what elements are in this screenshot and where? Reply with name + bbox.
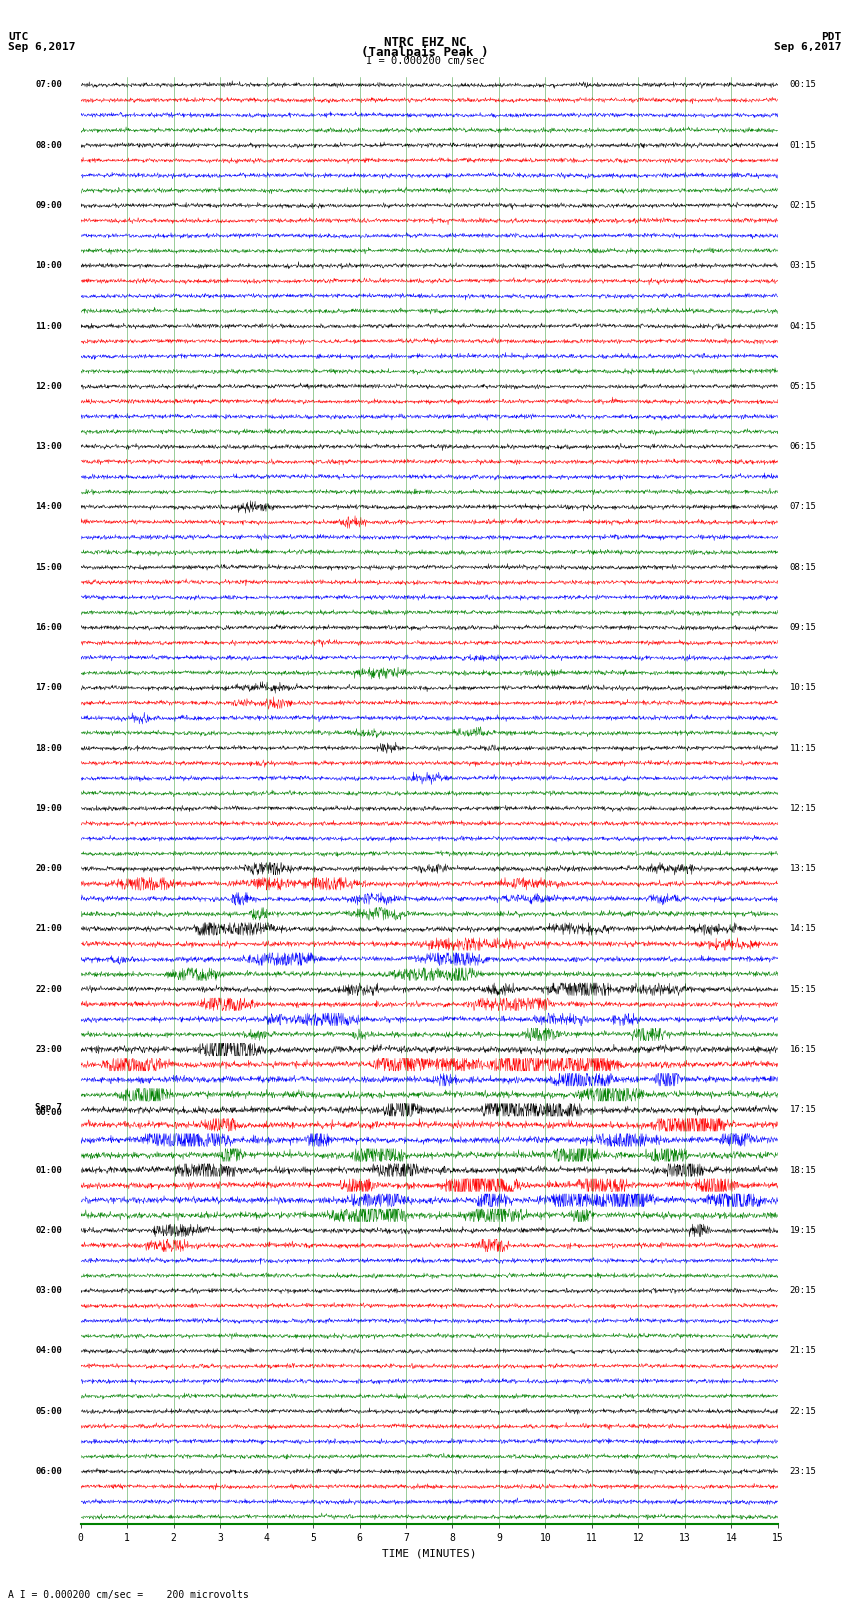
Text: A I = 0.000200 cm/sec =    200 microvolts: A I = 0.000200 cm/sec = 200 microvolts [8,1590,249,1600]
X-axis label: TIME (MINUTES): TIME (MINUTES) [382,1548,477,1558]
Text: 16:00: 16:00 [36,623,62,632]
Text: 18:00: 18:00 [36,744,62,753]
Text: 18:15: 18:15 [790,1166,816,1174]
Text: 16:15: 16:15 [790,1045,816,1053]
Text: 21:00: 21:00 [36,924,62,934]
Text: 21:15: 21:15 [790,1347,816,1355]
Text: 14:00: 14:00 [36,503,62,511]
Text: 11:15: 11:15 [790,744,816,753]
Text: 11:00: 11:00 [36,321,62,331]
Text: 23:00: 23:00 [36,1045,62,1053]
Text: 02:00: 02:00 [36,1226,62,1236]
Text: 09:00: 09:00 [36,202,62,210]
Text: 22:00: 22:00 [36,986,62,994]
Text: 15:15: 15:15 [790,986,816,994]
Text: 08:15: 08:15 [790,563,816,571]
Text: 00:00: 00:00 [36,1108,62,1116]
Text: 04:00: 04:00 [36,1347,62,1355]
Text: 10:15: 10:15 [790,684,816,692]
Text: Sep 6,2017: Sep 6,2017 [8,42,76,52]
Text: 01:15: 01:15 [790,140,816,150]
Text: Sep 6,2017: Sep 6,2017 [774,42,842,52]
Text: 22:15: 22:15 [790,1407,816,1416]
Text: NTRC EHZ NC: NTRC EHZ NC [383,37,467,50]
Text: PDT: PDT [821,32,842,42]
Text: 13:00: 13:00 [36,442,62,452]
Text: 19:15: 19:15 [790,1226,816,1236]
Text: 01:00: 01:00 [36,1166,62,1174]
Text: 12:00: 12:00 [36,382,62,390]
Text: I = 0.000200 cm/sec: I = 0.000200 cm/sec [366,56,484,66]
Text: 06:15: 06:15 [790,442,816,452]
Text: 20:00: 20:00 [36,865,62,873]
Text: 04:15: 04:15 [790,321,816,331]
Text: 05:00: 05:00 [36,1407,62,1416]
Text: 20:15: 20:15 [790,1286,816,1295]
Text: 06:00: 06:00 [36,1468,62,1476]
Text: 17:00: 17:00 [36,684,62,692]
Text: UTC: UTC [8,32,29,42]
Text: 15:00: 15:00 [36,563,62,571]
Text: 03:00: 03:00 [36,1286,62,1295]
Text: 17:15: 17:15 [790,1105,816,1115]
Text: 13:15: 13:15 [790,865,816,873]
Text: 09:15: 09:15 [790,623,816,632]
Text: 10:00: 10:00 [36,261,62,271]
Text: (Tanalpais Peak ): (Tanalpais Peak ) [361,45,489,60]
Text: 14:15: 14:15 [790,924,816,934]
Text: 07:15: 07:15 [790,503,816,511]
Text: 12:15: 12:15 [790,803,816,813]
Text: 02:15: 02:15 [790,202,816,210]
Text: 23:15: 23:15 [790,1468,816,1476]
Text: 05:15: 05:15 [790,382,816,390]
Text: Sep 7: Sep 7 [36,1103,62,1111]
Text: 19:00: 19:00 [36,803,62,813]
Text: 08:00: 08:00 [36,140,62,150]
Text: 00:15: 00:15 [790,81,816,89]
Text: 03:15: 03:15 [790,261,816,271]
Text: 07:00: 07:00 [36,81,62,89]
